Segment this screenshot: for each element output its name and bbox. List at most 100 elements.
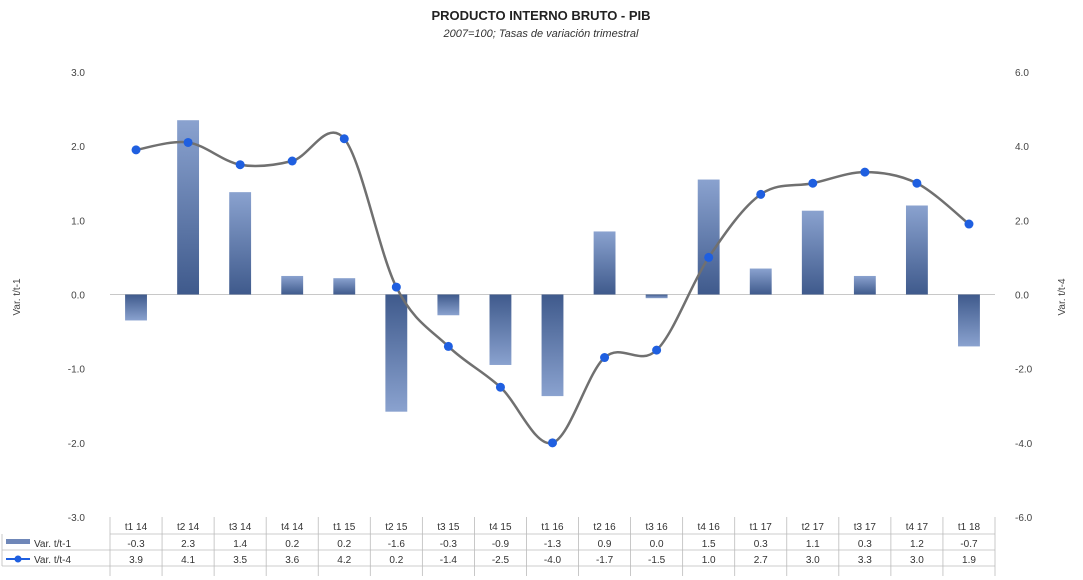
bar-t1-16 xyxy=(541,294,564,397)
category-label: t2 15 xyxy=(385,522,408,533)
bar-t3-17 xyxy=(853,275,876,295)
category-label: t4 15 xyxy=(489,522,512,533)
table-cell-bar-value: 1.5 xyxy=(702,539,716,550)
table-cell-bar-value: 0.0 xyxy=(650,539,664,550)
bar-t1-18 xyxy=(958,294,980,347)
table-cell-bar-value: -1.3 xyxy=(544,539,562,550)
table-cell-line-value: 3.0 xyxy=(910,555,924,566)
bar-t2-16 xyxy=(593,231,616,295)
table-cell-line-value: -1.4 xyxy=(440,555,458,566)
category-label: t4 16 xyxy=(698,522,721,533)
legend-bar-swatch xyxy=(6,539,30,544)
table-cell-line-value: 3.9 xyxy=(129,555,143,566)
legend-line-label: Var. t/t-4 xyxy=(34,555,71,566)
y-left-tick-label: -2.0 xyxy=(68,439,86,450)
table-cell-line-value: 4.1 xyxy=(181,555,195,566)
line-point-t2-15 xyxy=(391,282,401,292)
table-cell-bar-value: 0.3 xyxy=(754,539,768,550)
plot-area: 3.0 2.0 1.0 0.0 -1.0 -2.0 -3.0 6.0 4.0 2.0 0.0 -2.0… xyxy=(68,68,1033,524)
y-left-tick-label: 1.0 xyxy=(71,216,85,227)
bar-t2-14 xyxy=(177,120,200,295)
table-cell-bar-value: 0.9 xyxy=(598,539,612,550)
table-cell-bar-value: -0.7 xyxy=(960,539,978,550)
table-cell-bar-value: 0.3 xyxy=(858,539,872,550)
line-point-t2-14 xyxy=(183,137,193,147)
y-right-tick-label: 4.0 xyxy=(1015,142,1029,153)
table-cell-line-value: 0.2 xyxy=(389,555,403,566)
y-right-tick-label: -6.0 xyxy=(1015,513,1033,524)
category-label: t3 14 xyxy=(229,522,252,533)
table-cell-line-value: -2.5 xyxy=(492,555,510,566)
line-point-t2-17 xyxy=(808,178,818,188)
category-label: t3 16 xyxy=(645,522,668,533)
y-right-tick-label: 0.0 xyxy=(1015,291,1029,302)
bar-t4-14 xyxy=(281,275,304,295)
y-left-tick-label: 2.0 xyxy=(71,142,85,153)
legend-bar-label: Var. t/t-1 xyxy=(34,539,71,550)
line-point-t3-16 xyxy=(652,345,662,355)
category-label: t3 17 xyxy=(854,522,877,533)
line-point-t1-17 xyxy=(756,189,766,199)
table-cell-bar-value: 2.3 xyxy=(181,539,195,550)
line-point-t3-14 xyxy=(235,160,245,170)
chart-title: PRODUCTO INTERNO BRUTO - PIB xyxy=(431,8,650,23)
table-cell-line-value: 3.3 xyxy=(858,555,872,566)
y-left-axis-label: Var. t/t-1 xyxy=(12,278,23,315)
category-label: t2 16 xyxy=(593,522,616,533)
bar-t4-16 xyxy=(697,179,720,295)
line-point-t2-16 xyxy=(600,353,610,363)
category-label: t2 14 xyxy=(177,522,200,533)
table-cell-line-value: -4.0 xyxy=(544,555,562,566)
table-cell-bar-value: -0.3 xyxy=(440,539,458,550)
data-table: t1 14 t2 14 t3 14 t4 14 t1 15 t2 15 t3 15 t4 15… xyxy=(1,517,996,576)
table-cell-line-value: 3.5 xyxy=(233,555,247,566)
y-right-tick-label: -4.0 xyxy=(1015,439,1033,450)
series-line xyxy=(135,131,970,445)
table-cell-line-value: 1.9 xyxy=(962,555,976,566)
y-left-tick-label: 3.0 xyxy=(71,68,85,79)
y-right-axis-label: Var. t/t-4 xyxy=(1057,278,1068,315)
line-point-t4-16 xyxy=(704,252,714,262)
line-point-t3-15 xyxy=(443,341,453,351)
chart-subtitle: 2007=100; Tasas de variación trimestral xyxy=(443,28,640,40)
table-cell-bar-value: -0.3 xyxy=(127,539,145,550)
category-label: t3 15 xyxy=(437,522,460,533)
bar-t1-15 xyxy=(333,278,356,295)
y-left-tick-label: -3.0 xyxy=(68,513,86,524)
y-right-tick-label: -2.0 xyxy=(1015,365,1033,376)
bar-t1-14 xyxy=(125,294,147,321)
category-label: t4 17 xyxy=(906,522,929,533)
table-cell-bar-value: 1.2 xyxy=(910,539,924,550)
line-point-t4-14 xyxy=(287,156,297,166)
category-label: t1 17 xyxy=(750,522,773,533)
line-point-t1-14 xyxy=(131,145,141,155)
table-cell-line-value: 2.7 xyxy=(754,555,768,566)
y-left-tick-label: -1.0 xyxy=(68,365,86,376)
bar-t4-17 xyxy=(905,205,928,295)
line-point-t1-15 xyxy=(339,134,349,144)
category-label: t1 15 xyxy=(333,522,356,533)
line-point-t4-17 xyxy=(912,178,922,188)
table-cell-line-value: 1.0 xyxy=(702,555,716,566)
category-label: t1 18 xyxy=(958,522,981,533)
category-label: t2 17 xyxy=(802,522,825,533)
table-cell-line-value: -1.7 xyxy=(596,555,614,566)
y-left-tick-label: 0.0 xyxy=(71,291,85,302)
table-cell-bar-value: 1.1 xyxy=(806,539,820,550)
line-point-t3-17 xyxy=(860,167,870,177)
bar-t2-15 xyxy=(385,294,408,412)
y-right-tick-label: 2.0 xyxy=(1015,216,1029,227)
table-cell-line-value: 4.2 xyxy=(337,555,351,566)
table-cell-bar-value: 1.4 xyxy=(233,539,247,550)
table-cell-line-value: 3.0 xyxy=(806,555,820,566)
table-cell-bar-value: -0.9 xyxy=(492,539,510,550)
category-label: t4 14 xyxy=(281,522,304,533)
bar-t1-17 xyxy=(749,268,772,295)
legend-line-marker xyxy=(14,555,22,563)
bar-t3-16 xyxy=(645,294,668,299)
table-cell-bar-value: -1.6 xyxy=(388,539,406,550)
y-right-tick-label: 6.0 xyxy=(1015,68,1029,79)
table-cell-line-value: -1.5 xyxy=(648,555,666,566)
line-point-t1-18 xyxy=(964,219,974,229)
